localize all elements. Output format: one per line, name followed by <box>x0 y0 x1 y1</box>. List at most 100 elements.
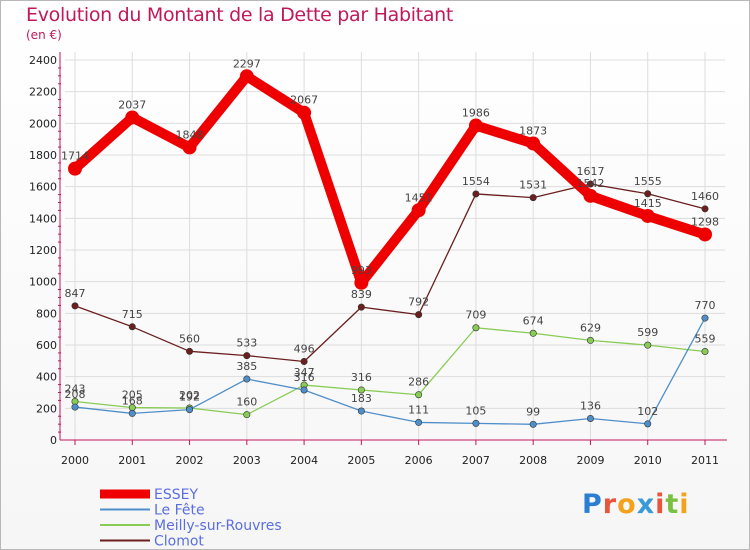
data-label: 674 <box>523 314 544 327</box>
data-point <box>239 69 254 84</box>
data-point <box>472 190 480 198</box>
data-label: 347 <box>294 366 315 379</box>
x-tick-label: 2001 <box>118 454 146 467</box>
data-point <box>243 352 251 360</box>
x-tick-label: 2011 <box>691 454 719 467</box>
x-tick-label: 2008 <box>519 454 547 467</box>
series-line-Le Fête <box>74 317 706 425</box>
x-tick-label: 2010 <box>634 454 662 467</box>
x-tick-label: 2004 <box>290 454 318 467</box>
data-label: 160 <box>236 396 257 409</box>
data-label: 559 <box>695 332 716 345</box>
data-label: 183 <box>351 392 372 405</box>
y-tick-label: 600 <box>36 339 57 352</box>
data-point <box>243 411 251 419</box>
data-label: 770 <box>695 299 716 312</box>
data-label: 105 <box>465 404 486 417</box>
data-point <box>186 347 194 355</box>
series-line-Meilly-sur-Rouvres <box>74 327 706 416</box>
data-label: 599 <box>637 326 658 339</box>
data-label: 1460 <box>691 190 719 203</box>
data-point <box>128 323 136 331</box>
data-label: 629 <box>580 321 601 334</box>
data-point <box>128 409 136 417</box>
data-label: 286 <box>408 376 429 389</box>
data-point <box>644 190 652 198</box>
data-label: 202 <box>179 389 200 402</box>
data-point <box>125 110 140 125</box>
data-point <box>186 406 194 414</box>
data-label: 99 <box>526 405 540 418</box>
data-point <box>701 314 709 322</box>
legend-label: Clomot <box>154 534 204 550</box>
axes: 0 200 400 600 800 1000 1200 1400 1600 1800 2000 220… <box>29 52 727 467</box>
data-point <box>300 386 308 394</box>
data-label: 1986 <box>462 107 490 120</box>
data-point <box>644 341 652 349</box>
y-tick-label: 200 <box>36 402 57 415</box>
data-label: 1555 <box>634 175 662 188</box>
y-tick-label: 1800 <box>29 149 57 162</box>
x-tick-label: 2003 <box>233 454 261 467</box>
y-tick-label: 1200 <box>29 244 57 257</box>
data-point <box>71 403 79 411</box>
data-label: 709 <box>465 309 486 322</box>
y-tick-label: 2000 <box>29 117 57 130</box>
data-label: 1848 <box>176 128 204 141</box>
y-tick-label: 1000 <box>29 276 57 289</box>
data-label: 111 <box>408 403 429 416</box>
data-label: 385 <box>236 360 257 373</box>
series-line-ESSEY <box>71 71 707 288</box>
data-point <box>472 419 480 427</box>
data-point <box>243 375 251 383</box>
data-label: 533 <box>236 337 257 350</box>
data-label: 839 <box>351 288 372 301</box>
data-label: 1617 <box>576 165 604 178</box>
data-label: 1451 <box>405 191 433 204</box>
legend-label: ESSEY <box>154 487 198 503</box>
data-label: 792 <box>408 296 429 309</box>
data-point <box>640 208 655 223</box>
data-point <box>644 420 652 428</box>
x-tick-label: 2007 <box>462 454 490 467</box>
data-label: 560 <box>179 332 200 345</box>
data-point <box>415 391 423 399</box>
data-label: 847 <box>65 287 86 300</box>
y-tick-label: 800 <box>36 307 57 320</box>
data-point <box>415 311 423 319</box>
data-point <box>583 188 598 203</box>
y-tick-label: 2400 <box>29 54 57 67</box>
data-point <box>698 227 712 242</box>
data-point <box>297 105 312 120</box>
data-point <box>68 161 82 176</box>
data-point <box>357 407 365 415</box>
grid-lines <box>65 52 725 440</box>
data-label: 1714 <box>61 150 89 163</box>
y-tick-label: 1400 <box>29 212 57 225</box>
x-tick-label: 2002 <box>176 454 204 467</box>
series-line-Clomot <box>74 183 706 363</box>
data-point <box>529 194 537 202</box>
y-tick-label: 0 <box>50 434 57 447</box>
data-label: 1415 <box>634 197 662 210</box>
data-point <box>357 303 365 311</box>
data-label: 192 <box>179 391 200 404</box>
data-label: 715 <box>122 308 143 321</box>
y-tick-label: 400 <box>36 371 57 384</box>
data-label: 2297 <box>233 57 261 70</box>
legend-label: Le Fête <box>154 503 205 519</box>
data-label: 2037 <box>118 98 146 111</box>
chart-title: Evolution du Montant de la Dette par Hab… <box>26 4 454 26</box>
data-point <box>586 414 594 422</box>
data-point <box>415 418 423 426</box>
data-point <box>586 336 594 344</box>
data-point <box>529 329 537 337</box>
data-label: 168 <box>122 394 143 407</box>
data-point <box>701 205 709 213</box>
data-point <box>300 357 308 365</box>
data-label: 205 <box>122 389 143 402</box>
data-label: 1298 <box>691 215 719 228</box>
data-point <box>472 324 480 332</box>
